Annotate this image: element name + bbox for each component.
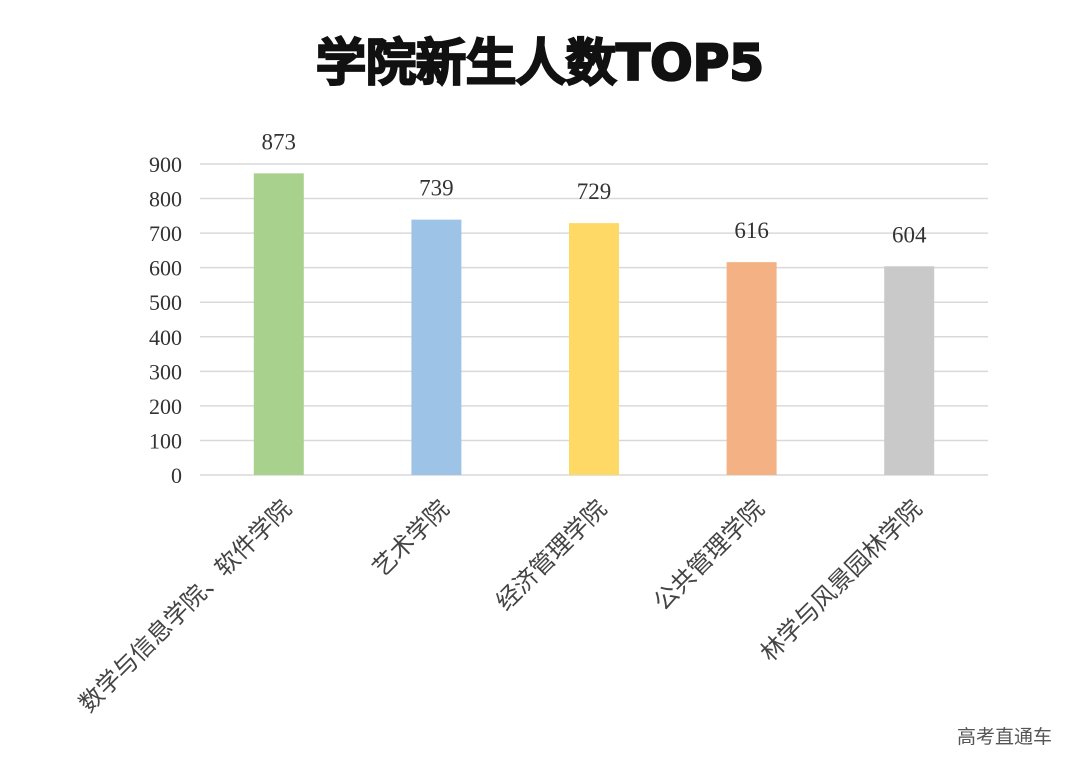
y-axis-ticks: 0 100 200 300 400 500 600 700 800 900 — [149, 152, 182, 488]
y-tick-label: 600 — [149, 256, 182, 281]
category-label: 林学与风景园林学院 — [755, 494, 928, 667]
bar — [411, 219, 462, 475]
y-tick-label: 500 — [149, 290, 182, 315]
data-label: 604 — [892, 222, 927, 247]
bar — [253, 173, 304, 475]
category-label: 公共管理学院 — [648, 494, 770, 616]
watermark: 高考直通车 — [956, 726, 1052, 748]
y-tick-label: 400 — [149, 325, 182, 350]
bar — [569, 223, 619, 475]
data-labels: 873 739 729 616 604 — [262, 129, 927, 247]
category-label: 经济管理学院 — [491, 494, 613, 616]
bar — [726, 262, 777, 475]
y-tick-label: 0 — [171, 463, 182, 488]
chart-title: 学院新生人数TOP5 — [316, 34, 764, 92]
y-tick-label: 700 — [149, 221, 182, 246]
data-label: 729 — [577, 179, 612, 204]
y-tick-label: 300 — [149, 359, 182, 384]
data-label: 873 — [262, 129, 297, 154]
y-tick-label: 800 — [149, 187, 182, 212]
data-label: 739 — [419, 176, 454, 201]
y-tick-label: 100 — [149, 428, 182, 453]
y-tick-label: 200 — [149, 394, 182, 419]
category-label: 数学与信息学院、软件学院 — [74, 494, 297, 717]
data-label: 616 — [734, 218, 769, 243]
bar — [884, 266, 935, 475]
y-tick-label: 900 — [149, 152, 182, 177]
category-label: 艺术学院 — [367, 494, 455, 582]
bars — [253, 173, 935, 475]
